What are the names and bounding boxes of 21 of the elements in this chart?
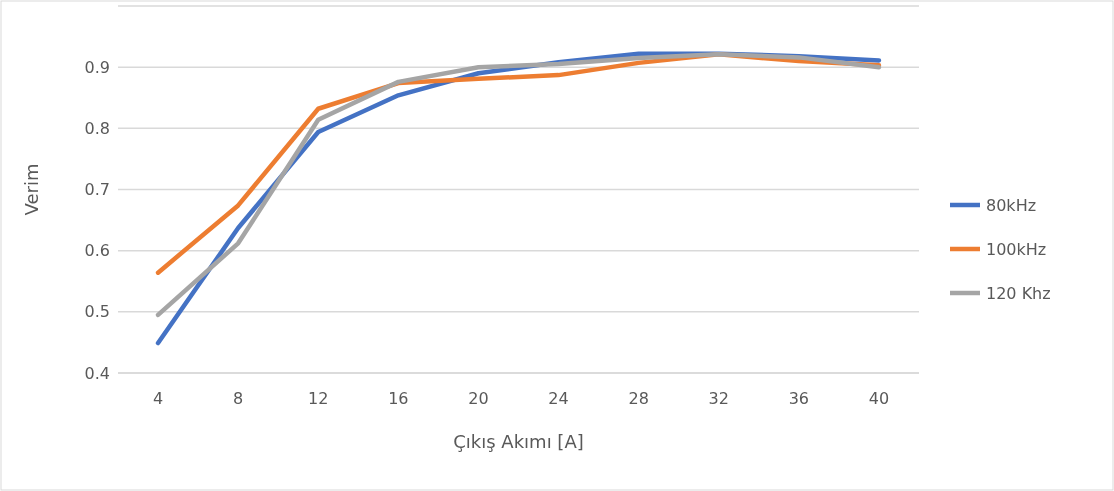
y-axis-title: Verim <box>21 163 42 216</box>
x-axis-title: Çıkış Akımı [A] <box>453 431 584 452</box>
y-tick-label: 0.7 <box>84 180 110 200</box>
x-tick-label: 28 <box>628 389 649 408</box>
y-tick-label: 0.6 <box>84 241 110 261</box>
x-tick-label: 32 <box>708 389 729 408</box>
x-tick-label: 24 <box>548 389 569 408</box>
x-tick-label: 20 <box>468 389 489 408</box>
y-tick-label: 0.9 <box>84 57 110 77</box>
x-tick-label: 4 <box>152 389 164 408</box>
x-tick-label: 16 <box>388 389 409 408</box>
y-tick-label: 0.8 <box>84 118 110 138</box>
legend-label: 80kHz <box>986 195 1037 215</box>
y-tick-label: 0.5 <box>84 302 110 322</box>
legend-label: 120 Khz <box>986 283 1051 303</box>
x-tick-label: 8 <box>233 389 244 408</box>
legend-label: 100kHz <box>986 239 1047 259</box>
x-tick-label: 40 <box>868 389 890 408</box>
y-tick-label: 0.4 <box>84 363 110 383</box>
x-tick-label: 12 <box>308 389 329 408</box>
x-tick-label: 36 <box>788 389 810 408</box>
